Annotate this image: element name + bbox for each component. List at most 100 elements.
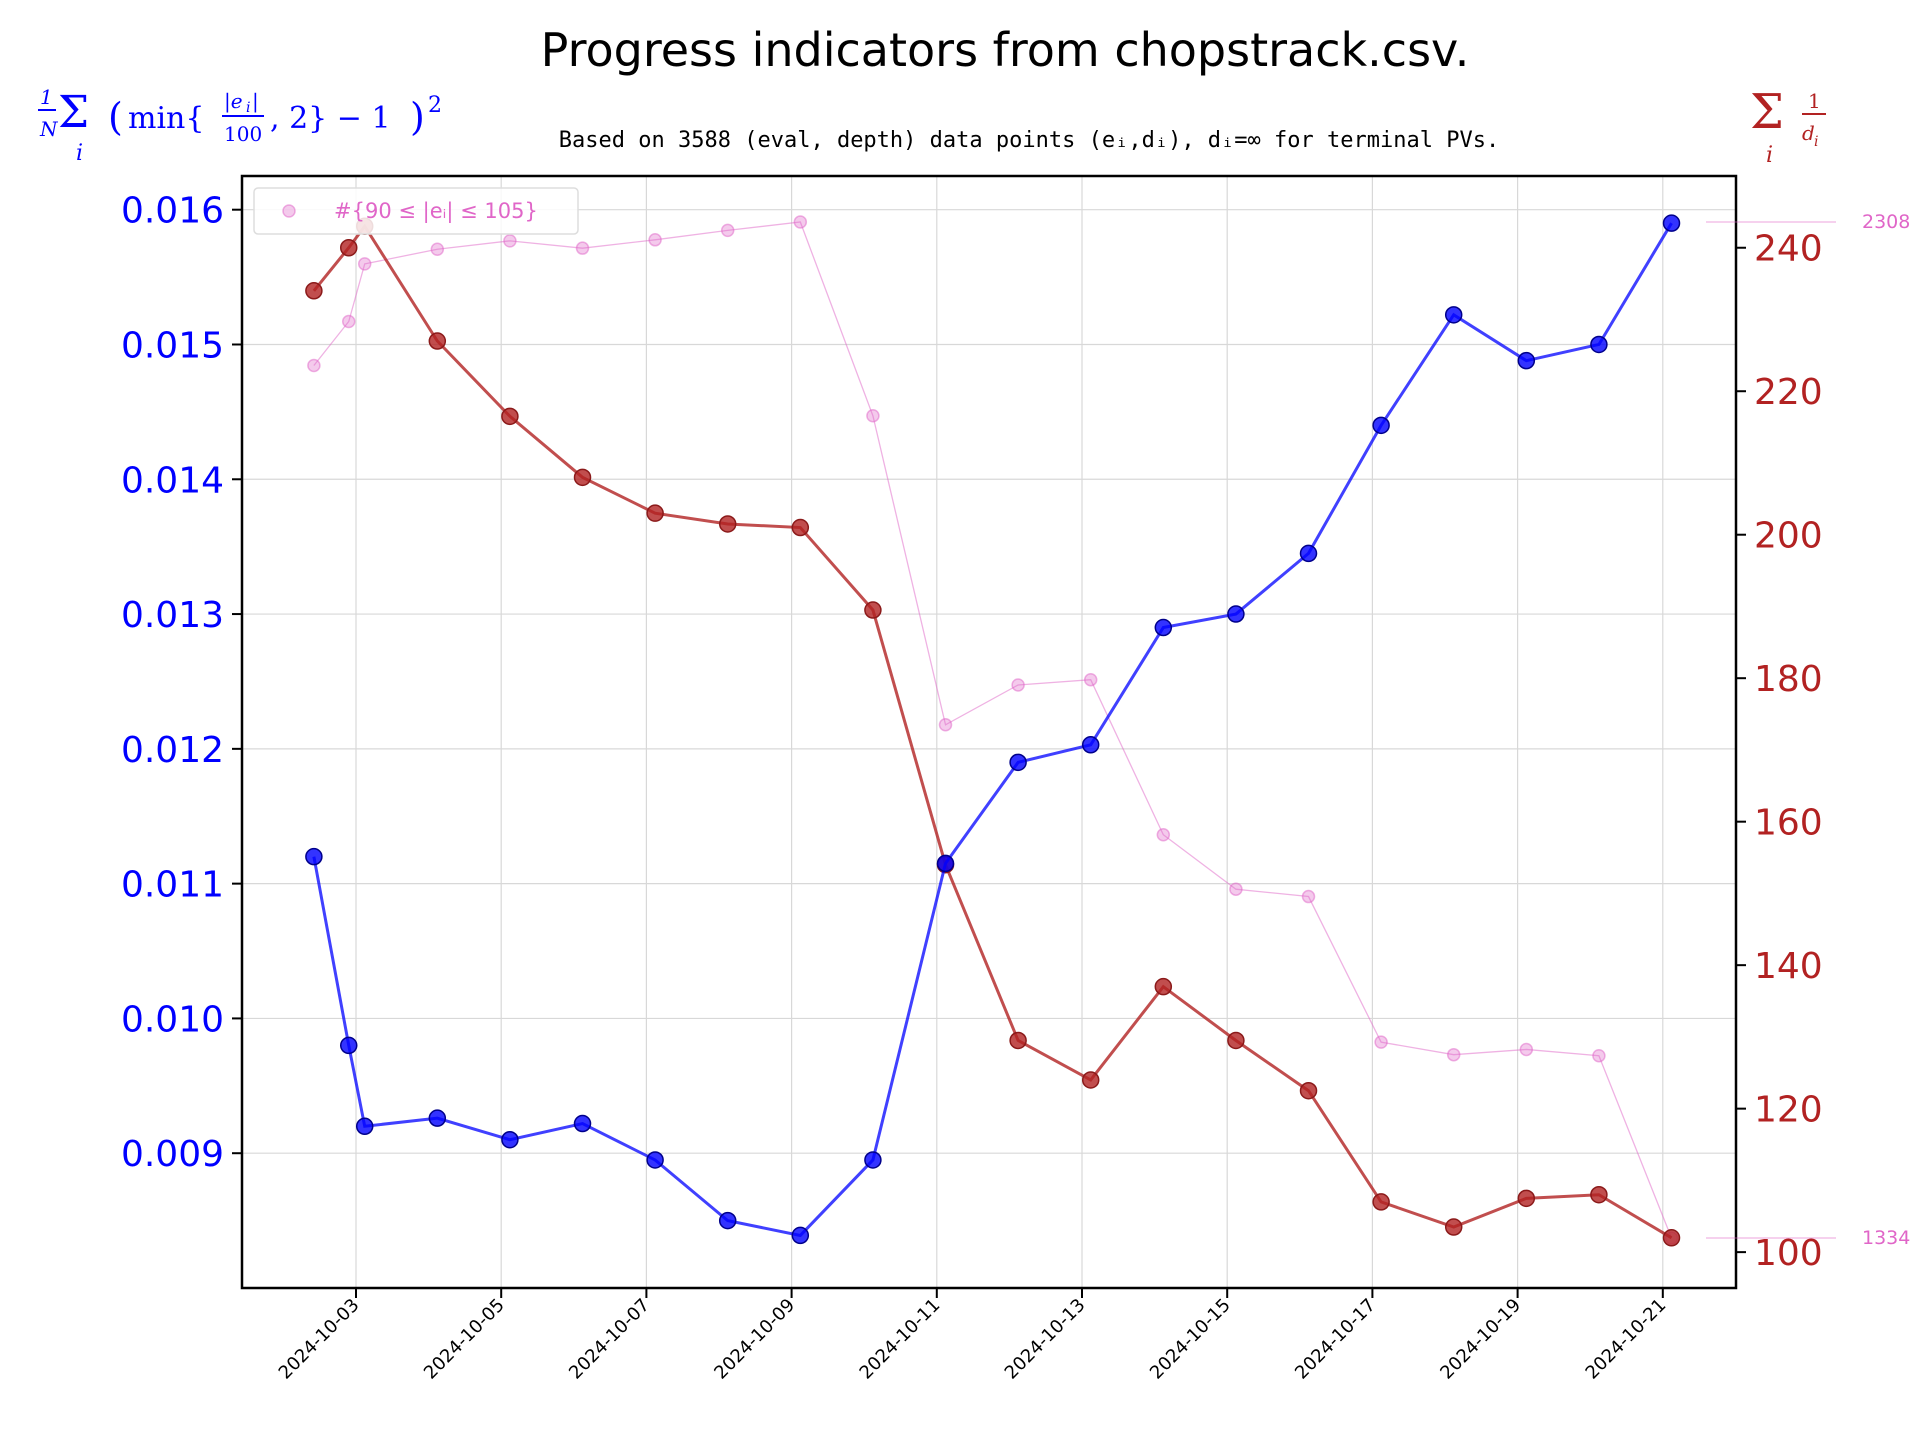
blue-series-point <box>1517 351 1536 370</box>
blue-series-point <box>864 1151 882 1169</box>
svg-text:d: d <box>1802 121 1815 145</box>
red-series-point <box>864 601 882 619</box>
red-series-point <box>428 332 447 350</box>
svg-text:i: i <box>246 100 250 116</box>
count-series-line <box>313 221 1673 1239</box>
count-series-point <box>430 242 445 256</box>
blue-series-point <box>1662 214 1681 232</box>
red-series-point <box>1154 977 1173 996</box>
red-series-point <box>1662 1229 1681 1247</box>
red-series-point <box>305 282 323 300</box>
count-series-point <box>1083 672 1098 687</box>
blue-series-point <box>573 1114 592 1133</box>
left-y-tick-label: 0.010 <box>121 999 224 1040</box>
blue-series-point <box>1009 753 1027 772</box>
svg-text:Σ: Σ <box>58 87 89 138</box>
blue-series-point <box>1227 605 1245 623</box>
count-series-point <box>866 409 880 423</box>
red-series-point <box>1299 1081 1318 1100</box>
count-series-point <box>341 314 356 329</box>
right-y-tick-label: 180 <box>1754 659 1823 700</box>
count-series-point <box>1301 889 1316 904</box>
svg-text:i: i <box>76 141 83 166</box>
blue-series-point <box>1372 416 1390 435</box>
count-series-point <box>1592 1048 1606 1063</box>
axes-frame <box>240 174 1738 1290</box>
count-series-point <box>1519 1042 1534 1057</box>
legend-box <box>253 187 579 235</box>
count-series-point <box>1374 1035 1388 1049</box>
svg-text:|e: |e <box>224 89 243 114</box>
count-series-point <box>793 215 808 229</box>
right-y-tick-label: 160 <box>1754 803 1823 844</box>
count-series-point <box>720 223 735 238</box>
red-series-point <box>339 238 358 257</box>
blue-series-point <box>1299 544 1318 563</box>
left-y-tick-label: 0.012 <box>121 730 224 771</box>
count-series-point <box>1446 1047 1461 1062</box>
blue-series-point <box>791 1226 810 1245</box>
left-axis-label: 1 N Σ i ( min{ |e i | 100 , 2} − 1 ) 2 <box>38 85 442 166</box>
blue-series-point <box>428 1109 447 1127</box>
svg-text:1: 1 <box>40 85 53 109</box>
svg-text:100: 100 <box>224 122 262 146</box>
red-series-point <box>1009 1031 1027 1050</box>
svg-text:|: | <box>252 89 259 114</box>
left-y-tick-label: 0.011 <box>121 865 224 906</box>
red-series-point <box>646 504 664 522</box>
svg-text:min{: min{ <box>128 101 204 136</box>
blue-series-point <box>1081 736 1100 754</box>
red-series-point <box>718 515 737 533</box>
red-series-point <box>501 407 519 426</box>
count-series-point <box>357 257 372 271</box>
red-series-point <box>791 518 810 537</box>
right-y-tick-label: 200 <box>1754 516 1823 557</box>
svg-text:Σ: Σ <box>1750 84 1784 140</box>
right-y-tick-label: 120 <box>1754 1090 1823 1131</box>
legend-marker <box>282 204 296 218</box>
count-series-point <box>938 718 953 732</box>
count-series-point <box>1156 827 1171 842</box>
blue-series-point <box>1444 306 1463 324</box>
svg-text:): ) <box>410 95 425 139</box>
blue-series-point <box>646 1151 664 1169</box>
count-series-point <box>503 234 517 248</box>
red-series-point <box>1590 1185 1608 1204</box>
red-series-point <box>1444 1218 1463 1236</box>
left-y-tick-label: 0.015 <box>121 325 224 366</box>
left-y-tick-label: 0.016 <box>121 191 224 232</box>
red-series-point <box>1227 1031 1245 1050</box>
count-series-point <box>648 233 662 247</box>
svg-text:N: N <box>39 117 59 141</box>
svg-text:2: 2 <box>428 93 442 118</box>
blue-series-point <box>718 1211 737 1230</box>
blue-series-point <box>1154 618 1173 637</box>
count-min-label: 1334 <box>1862 1227 1910 1249</box>
blue-series-point <box>339 1036 358 1055</box>
svg-text:, 2} − 1: , 2} − 1 <box>270 101 391 136</box>
blue-series-point <box>936 854 955 873</box>
legend-label: #{90 ≤ |eᵢ| ≤ 105} <box>334 199 538 224</box>
left-y-tick-label: 0.013 <box>121 595 224 636</box>
legend: #{90 ≤ |eᵢ| ≤ 105} <box>253 187 579 235</box>
left-y-tick-label: 0.009 <box>121 1134 224 1175</box>
red-series-point <box>1372 1193 1390 1211</box>
count-series-point <box>307 358 321 373</box>
right-axis-label: Σ i 1 d i <box>1750 84 1826 168</box>
svg-text:i: i <box>1814 134 1818 150</box>
svg-text:(: ( <box>108 95 123 139</box>
blue-series-point <box>305 847 323 866</box>
chart-title: Progress indicators from chopstrack.csv. <box>541 23 1470 77</box>
left-y-tick-label: 0.014 <box>121 460 224 501</box>
count-series-point <box>1011 678 1025 692</box>
count-max-label: 2308 <box>1862 211 1910 233</box>
count-series-point <box>575 241 590 255</box>
right-y-tick-label: 140 <box>1754 946 1823 987</box>
red-series-point <box>1081 1071 1100 1089</box>
right-y-tick-label: 240 <box>1754 229 1823 270</box>
blue-series-point <box>501 1130 519 1149</box>
chart-subtitle: Based on 3588 (eval, depth) data points … <box>559 128 1499 153</box>
right-y-tick-label: 100 <box>1754 1233 1823 1274</box>
count-series-point <box>1229 882 1243 896</box>
